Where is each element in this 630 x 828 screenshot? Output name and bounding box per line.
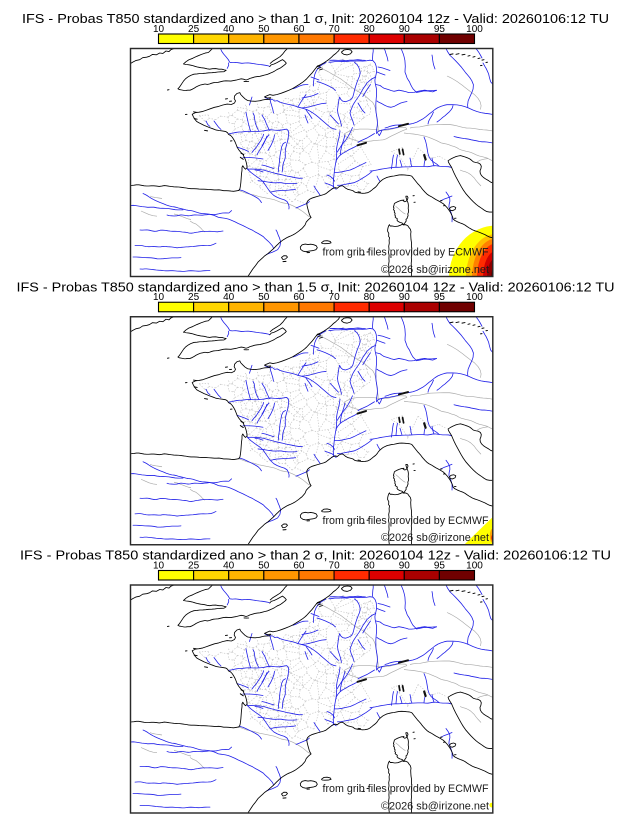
svg-text:IFS - Probas T850 standardize: IFS - Probas T850 standardized ano > tha…	[22, 11, 609, 26]
svg-text:IFS - Probas T850 standardize: IFS - Probas T850 standardized ano > tha…	[17, 279, 615, 294]
svg-text:IFS - Probas T850 standardize: IFS - Probas T850 standardized ano > tha…	[20, 548, 611, 563]
